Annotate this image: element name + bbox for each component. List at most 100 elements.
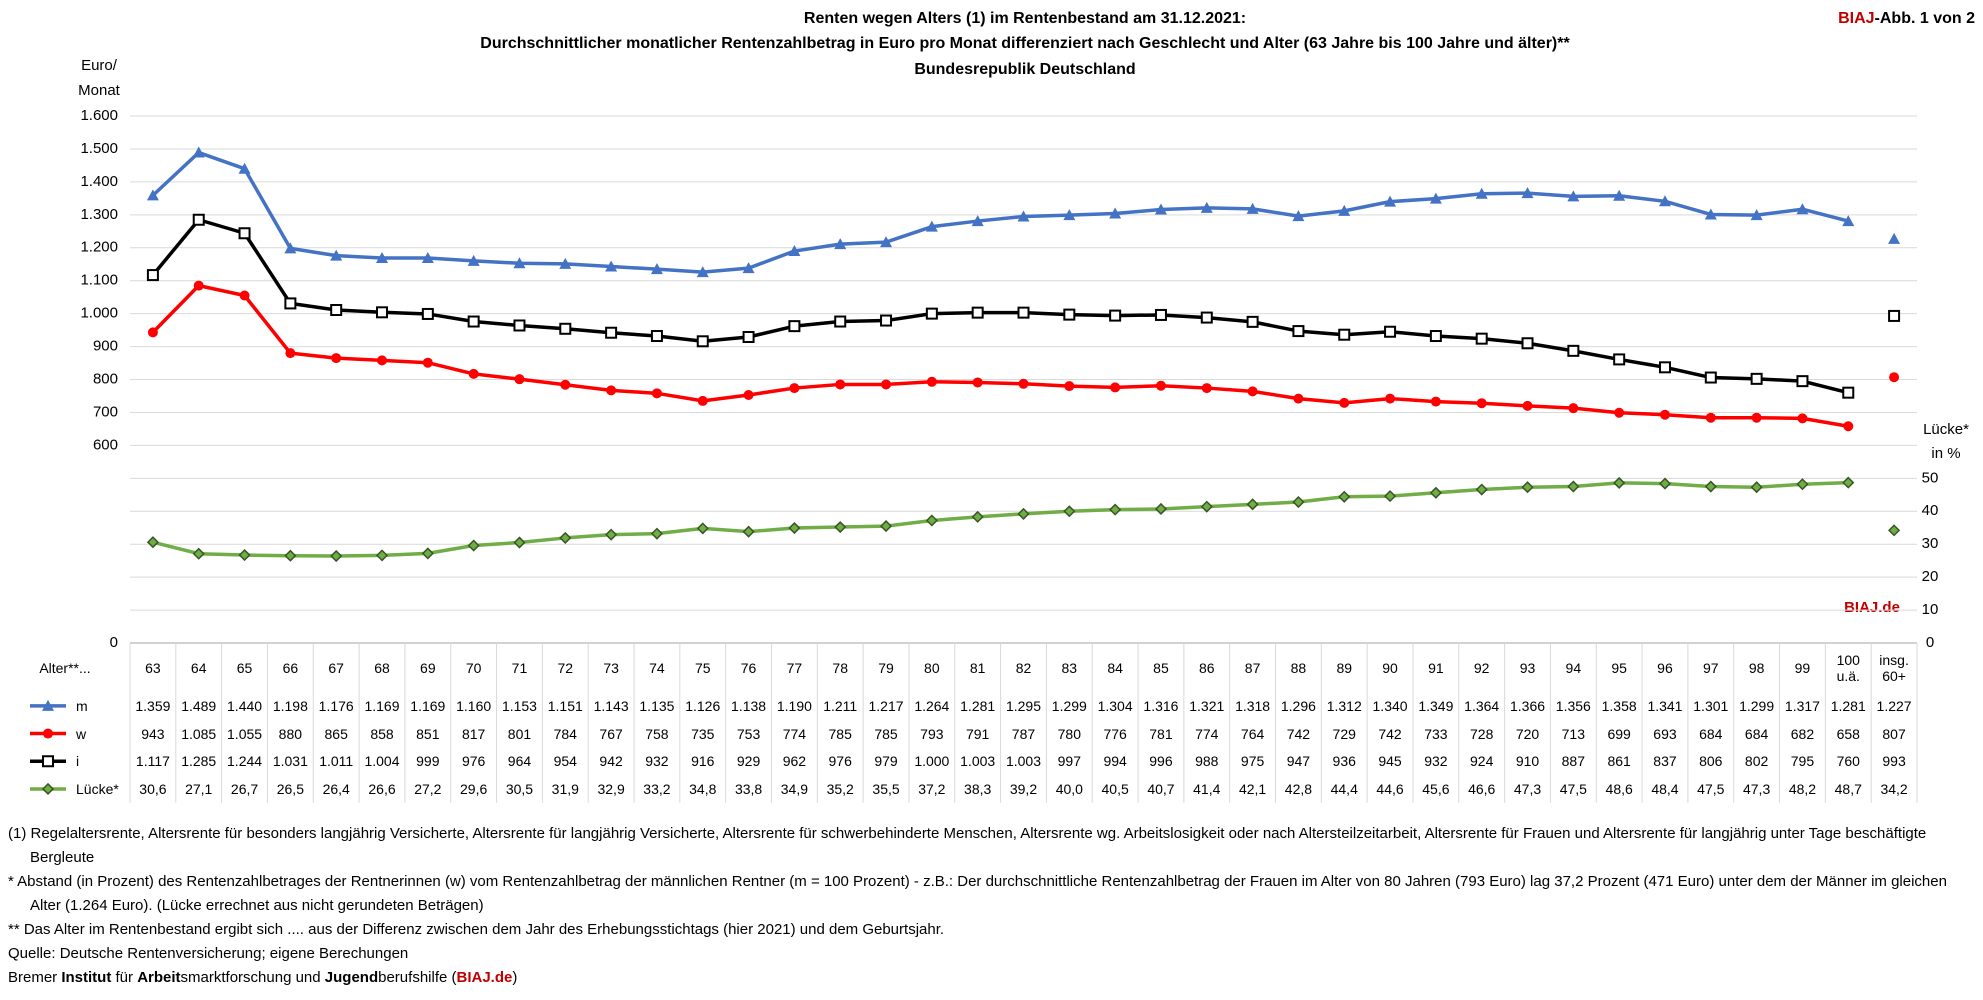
value-label: 1.304: [1097, 697, 1133, 714]
value-label: 713: [1561, 725, 1585, 742]
marker: [1154, 502, 1168, 516]
series-line: [151, 283, 1849, 428]
category-label: 69: [420, 659, 436, 676]
marker: [238, 227, 251, 240]
y-tick-label: 1.400: [80, 173, 118, 190]
value-label: 41,4: [1193, 780, 1221, 797]
marker: [1475, 483, 1488, 496]
credit: Bremer Institut für Arbeitsmarktforschun…: [8, 966, 1958, 990]
chart-title: Bundesrepublik Deutschland: [914, 61, 1135, 78]
note: ** Das Alter im Rentenbestand ergibt sic…: [8, 921, 945, 938]
marker: [376, 251, 389, 263]
value-label: 1.000: [914, 753, 950, 770]
value-label: 42,1: [1238, 780, 1267, 797]
marker: [742, 525, 755, 538]
marker: [375, 549, 389, 562]
value-label: 806: [1699, 753, 1723, 770]
value-label: 47,5: [1697, 780, 1725, 797]
marker: [650, 330, 663, 343]
marker: [192, 146, 205, 158]
y-tick-label: 1.600: [80, 107, 118, 124]
badge-brand: BIAJ: [1838, 10, 1874, 27]
value-label: 34,2: [1880, 780, 1908, 797]
marker: [1063, 209, 1076, 221]
value-label: 37,2: [918, 780, 946, 797]
value-label: 916: [691, 753, 715, 770]
marker: [1384, 325, 1397, 338]
marker: [1842, 386, 1855, 399]
value-label: 979: [874, 753, 898, 770]
value-label: 31,9: [551, 780, 579, 797]
category-label: 76: [740, 659, 757, 676]
table-header: Alter**...: [39, 659, 91, 676]
marker: [1750, 372, 1763, 385]
value-label: 45,6: [1422, 780, 1450, 797]
marker: [1429, 330, 1442, 343]
value-label: 35,5: [872, 780, 900, 797]
credit-part: berufshilfe (: [378, 969, 457, 986]
value-label: 699: [1607, 725, 1631, 742]
value-label: 988: [1195, 753, 1219, 770]
marker: [467, 539, 480, 552]
category-label: 78: [832, 659, 848, 676]
value-label: 996: [1149, 753, 1173, 770]
y-tick-label: 1.000: [80, 305, 118, 322]
badge-text: -Abb. 1 von 2: [1875, 10, 1976, 27]
value-label: 760: [1836, 753, 1860, 770]
marker: [1658, 361, 1671, 374]
value-label: 742: [1378, 725, 1402, 742]
value-label: 1.366: [1509, 697, 1546, 714]
marker: [1200, 311, 1213, 324]
value-label: 942: [599, 753, 623, 770]
marker: [284, 297, 297, 310]
marker: [1246, 202, 1259, 214]
value-label: 39,2: [1009, 780, 1038, 797]
value-label: 1.126: [685, 697, 721, 714]
y2-tick-label: 40: [1922, 502, 1939, 519]
value-label: 1.285: [181, 753, 217, 770]
category-label: 95: [1611, 659, 1627, 676]
marker: [788, 521, 801, 535]
value-label: 791: [965, 725, 990, 742]
marker: [1200, 500, 1213, 513]
y2-tick-label: 50: [1922, 469, 1939, 486]
y-tick-label: 700: [93, 403, 118, 420]
marker: [1796, 478, 1809, 491]
value-label: 34,9: [780, 780, 809, 797]
marker: [514, 374, 525, 385]
category-label: 77: [786, 659, 803, 676]
marker: [1154, 308, 1167, 321]
marker: [422, 357, 433, 368]
value-label: 47,3: [1513, 780, 1542, 797]
value-label: 801: [507, 725, 532, 742]
series-line: [151, 218, 1849, 395]
value-label: 1.312: [1326, 697, 1362, 714]
marker: [238, 162, 251, 174]
category-label: 74: [649, 659, 665, 676]
value-label: 1.143: [593, 697, 629, 714]
marker: [1063, 505, 1076, 518]
marker: [331, 353, 342, 364]
value-label: 767: [599, 725, 623, 742]
series-line: [152, 480, 1849, 558]
category-label: 66: [282, 659, 299, 676]
category-label: 72: [557, 659, 574, 676]
marker: [239, 290, 250, 301]
credit-part: Jugend: [324, 969, 379, 986]
y2-tick-label: 30: [1922, 535, 1939, 552]
value-label: 1.003: [1005, 753, 1041, 770]
value-label: 781: [1149, 725, 1173, 742]
marker: [1110, 382, 1121, 393]
value-label: 1.318: [1235, 697, 1271, 714]
marker: [650, 263, 663, 275]
y2-axis-label: in %: [1931, 445, 1960, 462]
marker: [1201, 383, 1212, 394]
value-label: 682: [1790, 725, 1815, 742]
marker: [1292, 210, 1305, 222]
value-label: 753: [736, 725, 761, 742]
value-label: 26,5: [276, 780, 304, 797]
value-label: 780: [1057, 725, 1081, 742]
marker: [330, 549, 343, 563]
value-label: 26,7: [230, 780, 259, 797]
category-label: 83: [1061, 659, 1078, 676]
